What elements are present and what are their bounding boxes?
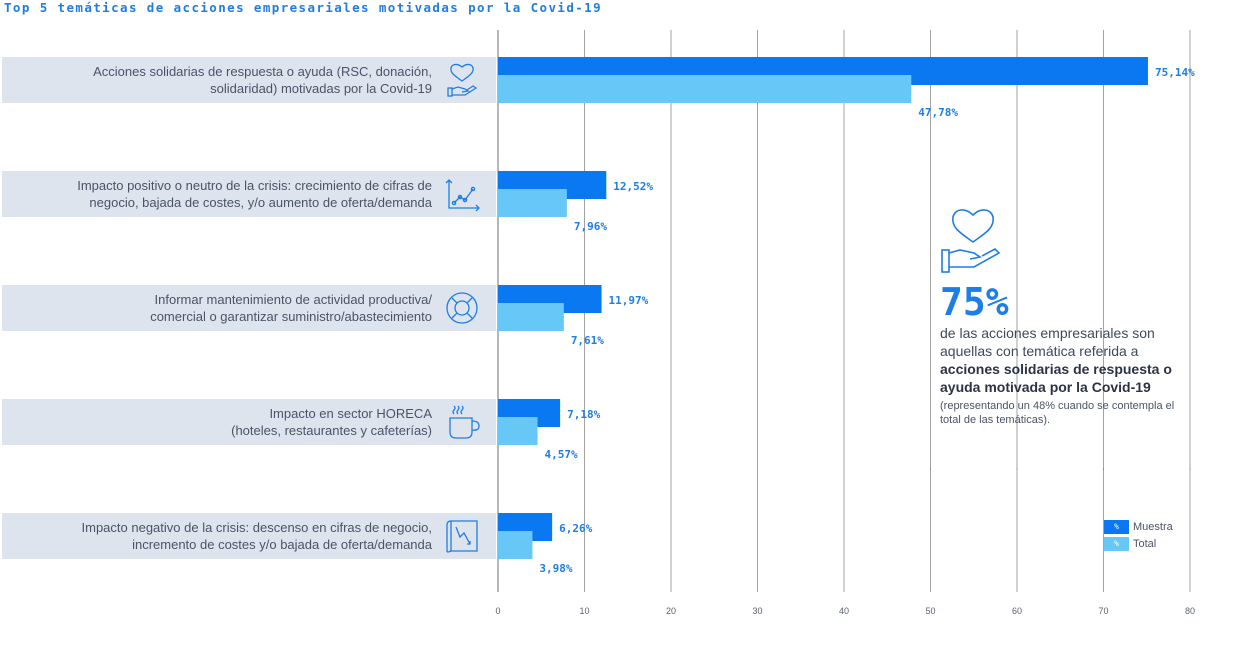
coffee-cup-icon: [449, 405, 480, 439]
callout-highlight: acciones solidarias de respuesta o ayuda…: [940, 361, 1172, 395]
tick-label: 70: [1098, 606, 1108, 616]
category-row: Acciones solidarias de respuesta o ayuda…: [2, 57, 496, 103]
heart-hand-icon: [447, 63, 478, 97]
category-label: Impacto en sector HORECA (hoteles, resta…: [231, 406, 432, 438]
category-row: Impacto en sector HORECA (hoteles, resta…: [2, 399, 496, 445]
legend-label: Total: [1133, 538, 1157, 550]
tick-label: 50: [925, 606, 935, 616]
chart-title: Top 5 temáticas de acciones empresariale…: [4, 0, 603, 15]
tick-label: 20: [666, 606, 676, 616]
tick-label: 40: [839, 606, 849, 616]
callout-percent: 75%: [940, 280, 1009, 324]
value-label-muestra: 12,52%: [613, 180, 653, 193]
tick-label: 0: [495, 606, 500, 616]
value-label-muestra: 7,18%: [567, 408, 600, 421]
heart-hand-icon: [941, 209, 1001, 273]
bar-total: [498, 189, 567, 217]
legend-swatch: %: [1104, 520, 1129, 534]
legend: % Muestra % Total: [1104, 519, 1173, 553]
callout-note: (representando un 48% cuando se contempl…: [940, 400, 1175, 426]
value-label-muestra: 75,14%: [1155, 66, 1195, 79]
lifebuoy-icon: [446, 292, 478, 324]
tick-label: 10: [579, 606, 589, 616]
callout: 75% de las acciones empresariales son aq…: [940, 205, 1180, 427]
rising-chart-icon: [445, 179, 480, 212]
category-row: Impacto negativo de la crisis: descenso …: [2, 513, 496, 559]
value-label-muestra: 6,26%: [559, 522, 592, 535]
tick-label: 60: [1012, 606, 1022, 616]
callout-text: de las acciones empresariales son aquell…: [940, 325, 1155, 359]
falling-chart-icon: [446, 520, 478, 553]
value-label-total: 47,78%: [918, 106, 958, 119]
legend-label: Muestra: [1133, 521, 1173, 533]
bar-total: [498, 417, 538, 445]
category-row: Impacto positivo o neutro de la crisis: …: [2, 171, 496, 217]
value-label-muestra: 11,97%: [609, 294, 649, 307]
legend-item-muestra: % Muestra: [1104, 519, 1173, 535]
bar-total: [498, 75, 912, 103]
category-label: Acciones solidarias de respuesta o ayuda…: [93, 64, 432, 96]
value-label-total: 3,98%: [539, 562, 572, 575]
value-label-total: 7,61%: [571, 334, 604, 347]
category-label: Impacto negativo de la crisis: descenso …: [81, 520, 432, 552]
bar-total: [498, 303, 564, 331]
category-label: Impacto positivo o neutro de la crisis: …: [77, 178, 432, 210]
legend-item-total: % Total: [1104, 536, 1173, 552]
legend-swatch: %: [1104, 537, 1129, 551]
tick-label: 80: [1185, 606, 1195, 616]
value-label-total: 7,96%: [574, 220, 607, 233]
bar-total: [498, 531, 533, 559]
value-label-total: 4,57%: [545, 448, 578, 461]
category-label: Informar mantenimiento de actividad prod…: [150, 292, 432, 324]
category-row: Informar mantenimiento de actividad prod…: [2, 285, 496, 331]
tick-label: 30: [752, 606, 762, 616]
